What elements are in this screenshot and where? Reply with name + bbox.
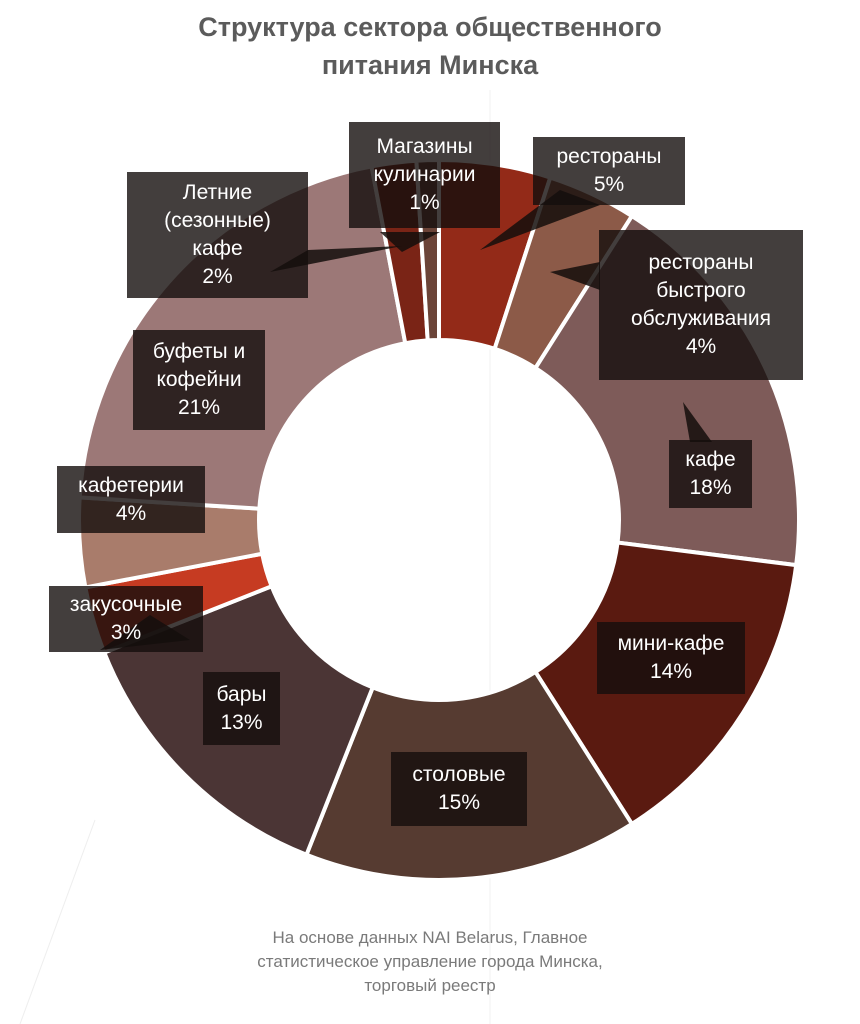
pointer-magaziny (380, 232, 440, 252)
label-name: столовые (412, 763, 506, 786)
source-line: статистическое управление города Минска, (257, 952, 603, 971)
label-kafeterii: кафетерии 4% (57, 466, 205, 533)
label-magaziny-kulinarii: Магазины кулинарии 1% (349, 122, 500, 228)
label-name: Магазины кулинарии (373, 135, 476, 186)
label-value: 4% (685, 335, 717, 358)
label-name: кафе (685, 448, 736, 471)
label-name: буфеты и кофейни (152, 340, 246, 391)
title-line-2: питания Минска (321, 50, 539, 80)
label-restorany-bystrogo: рестораны быстрого обслуживания 4% (599, 230, 803, 380)
label-name: Летние (сезонные) кафе (164, 181, 271, 260)
pointer-restorany (480, 190, 600, 250)
label-bary: бары 13% (203, 672, 280, 745)
label-value: 21% (177, 396, 221, 419)
label-value: 2% (202, 265, 233, 288)
label-name: бары (216, 682, 267, 706)
source-line: На основе данных NAI Belarus, Главное (272, 928, 588, 947)
label-bufety: буфеты и кофейни 21% (133, 330, 265, 430)
label-name: рестораны (556, 145, 662, 168)
label-value: 18% (689, 476, 732, 499)
label-name: закусочные (69, 593, 183, 616)
label-mini-kafe: мини-кафе 14% (597, 622, 745, 694)
label-value: 4% (115, 501, 147, 525)
label-name: рестораны быстрого обслуживания (630, 251, 772, 330)
label-value: 13% (220, 710, 263, 734)
label-value: 1% (409, 191, 440, 214)
label-value: 15% (437, 791, 481, 814)
label-restorany: рестораны 5% (533, 137, 685, 205)
background-line (19, 819, 96, 1024)
label-value: 14% (649, 660, 693, 683)
source-line: торговый реестр (364, 976, 496, 995)
label-stolovye: столовые 15% (391, 752, 527, 826)
pointer-fastfood (550, 262, 600, 290)
source-note: На основе данных NAI Belarus, Главное ст… (0, 926, 860, 998)
label-kafe: кафе 18% (669, 440, 752, 508)
label-value: 5% (593, 173, 625, 196)
label-zakusochnye: закусочные 3% (49, 586, 203, 652)
label-letnie-kafe: Летние (сезонные) кафе 2% (127, 172, 308, 298)
title-line-1: Структура сектора общественного (198, 12, 662, 42)
label-name: кафетерии (78, 473, 184, 497)
label-name: мини-кафе (617, 632, 725, 655)
label-value: 3% (110, 621, 142, 644)
pointer-kafe (683, 402, 712, 442)
chart-title: Структура сектора общественного питания … (0, 8, 860, 84)
